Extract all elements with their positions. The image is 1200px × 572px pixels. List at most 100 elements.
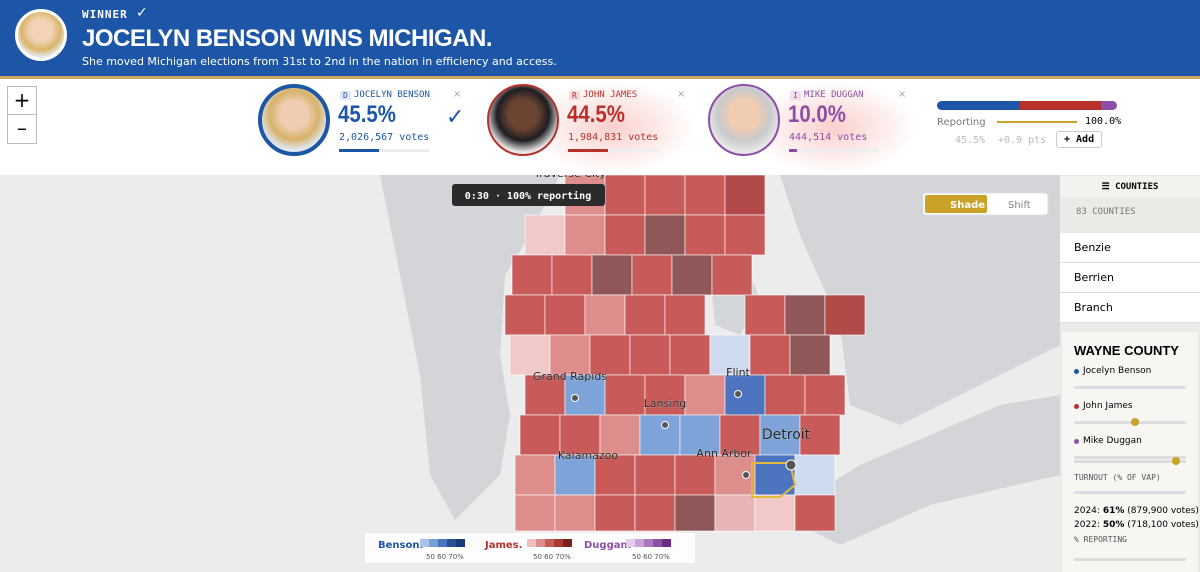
county	[644, 175, 686, 216]
city-label: Traverse City	[533, 175, 606, 180]
candidate-pct: 10.0%	[788, 101, 846, 128]
headline: JOCELYN BENSON WINS MICHIGAN.	[82, 25, 493, 52]
county	[519, 414, 561, 456]
counties-tab[interactable]: ☰ COUNTIES	[1060, 176, 1200, 198]
legend-swatch	[554, 539, 563, 547]
mode-active	[925, 195, 987, 213]
legend-name: Duggan.	[584, 540, 631, 551]
legend-swatch	[429, 539, 438, 547]
share-r	[1019, 101, 1101, 110]
county-candidate: Mike Duggan	[1083, 436, 1142, 446]
legend-swatch	[438, 539, 447, 547]
legend-swatch	[527, 539, 536, 547]
county	[584, 294, 626, 336]
winner-label: WINNER	[82, 8, 128, 21]
county	[544, 294, 586, 336]
turnout-row: 2024: 61% (879,900 votes)	[1074, 506, 1199, 516]
county	[594, 454, 636, 496]
winner-check: ✓	[446, 105, 465, 130]
remove-icon[interactable]: ×	[677, 89, 686, 100]
legend-box	[365, 533, 695, 563]
county	[514, 494, 556, 532]
legend-swatch	[447, 539, 456, 547]
county	[669, 334, 711, 376]
county	[749, 334, 791, 376]
city-label: Lansing	[644, 397, 687, 410]
county	[674, 454, 716, 496]
subtitle: She moved Michigan elections from 31st t…	[82, 55, 557, 68]
remove-icon[interactable]: ×	[453, 89, 462, 100]
turnout-row: 2022: 50% (718,100 votes)	[1074, 520, 1199, 530]
legend-swatch	[626, 539, 635, 547]
county-count: 83 COUNTIES	[1076, 207, 1136, 217]
mode-shift[interactable]: Shift	[1008, 200, 1031, 211]
county	[744, 294, 786, 336]
legend-name: Benson.	[378, 540, 423, 551]
slider-track	[1074, 491, 1186, 494]
vote-track	[339, 149, 429, 152]
county	[554, 454, 596, 496]
timer-box	[452, 184, 605, 206]
legend-swatch	[420, 539, 429, 547]
legend-dot	[1074, 369, 1079, 374]
slider-track	[1074, 460, 1186, 463]
county-panel	[1062, 332, 1198, 572]
lead-pct: 45.5%	[955, 135, 986, 146]
city-label: Flint	[726, 366, 750, 379]
legend-scale: 50 60 70%	[632, 553, 670, 561]
add-button[interactable]: + Add	[1056, 131, 1103, 148]
county-item[interactable]: Berrien	[1060, 263, 1200, 293]
divider	[0, 76, 1200, 79]
city-dot	[742, 471, 750, 479]
share-bar	[937, 101, 1117, 110]
county	[604, 214, 646, 256]
candidate-votes: 1,984,831 votes	[568, 132, 659, 143]
county	[594, 494, 636, 532]
legend-swatch	[662, 539, 671, 547]
slider-track	[1074, 558, 1186, 561]
county	[754, 494, 796, 532]
turnout-label: TURNOUT (% OF VAP)	[1074, 473, 1161, 482]
candidate-photo	[258, 84, 330, 156]
county	[604, 374, 646, 416]
reporting-label: Reporting	[937, 117, 986, 128]
city-dot	[734, 390, 742, 398]
legend-dot	[1074, 404, 1079, 409]
reporting-pct: 100.0%	[1085, 116, 1122, 127]
legend-swatch	[653, 539, 662, 547]
turnout-year: 2024:	[1074, 506, 1100, 516]
county	[724, 175, 766, 216]
candidate-photo	[708, 84, 780, 156]
turnout-votes: (879,900 votes)	[1127, 506, 1199, 516]
zoom-out[interactable]: –	[7, 114, 37, 144]
party-badge: D	[340, 91, 351, 100]
county	[784, 294, 826, 336]
county-item[interactable]: Branch	[1060, 293, 1200, 323]
county	[799, 414, 841, 456]
slider-knob	[1172, 457, 1180, 465]
share-i	[1100, 101, 1117, 110]
turnout-year: 2022:	[1074, 520, 1100, 530]
zoom-in[interactable]: +	[7, 86, 37, 116]
county-title: WAYNE COUNTY	[1074, 343, 1179, 358]
counties-title: COUNTIES	[1115, 182, 1159, 192]
city-label: Kalamazoo	[558, 449, 619, 462]
mode-shade[interactable]: Shade	[950, 200, 985, 211]
vote-bar	[568, 149, 608, 152]
city-label: Grand Rapids	[533, 370, 607, 383]
reporting-label: % REPORTING	[1074, 535, 1127, 544]
county	[554, 494, 596, 532]
county	[504, 294, 546, 336]
county-item[interactable]: Benzie	[1060, 233, 1200, 263]
city-dot	[661, 421, 669, 429]
county	[759, 414, 801, 456]
county	[684, 175, 726, 216]
vote-track	[568, 149, 658, 152]
party-badge: I	[790, 91, 801, 100]
lake-michigan	[380, 175, 560, 520]
county-candidate: John James	[1083, 401, 1133, 411]
remove-icon[interactable]: ×	[898, 89, 907, 100]
party-badge: R	[569, 91, 580, 100]
county	[509, 334, 551, 376]
county	[679, 414, 721, 456]
